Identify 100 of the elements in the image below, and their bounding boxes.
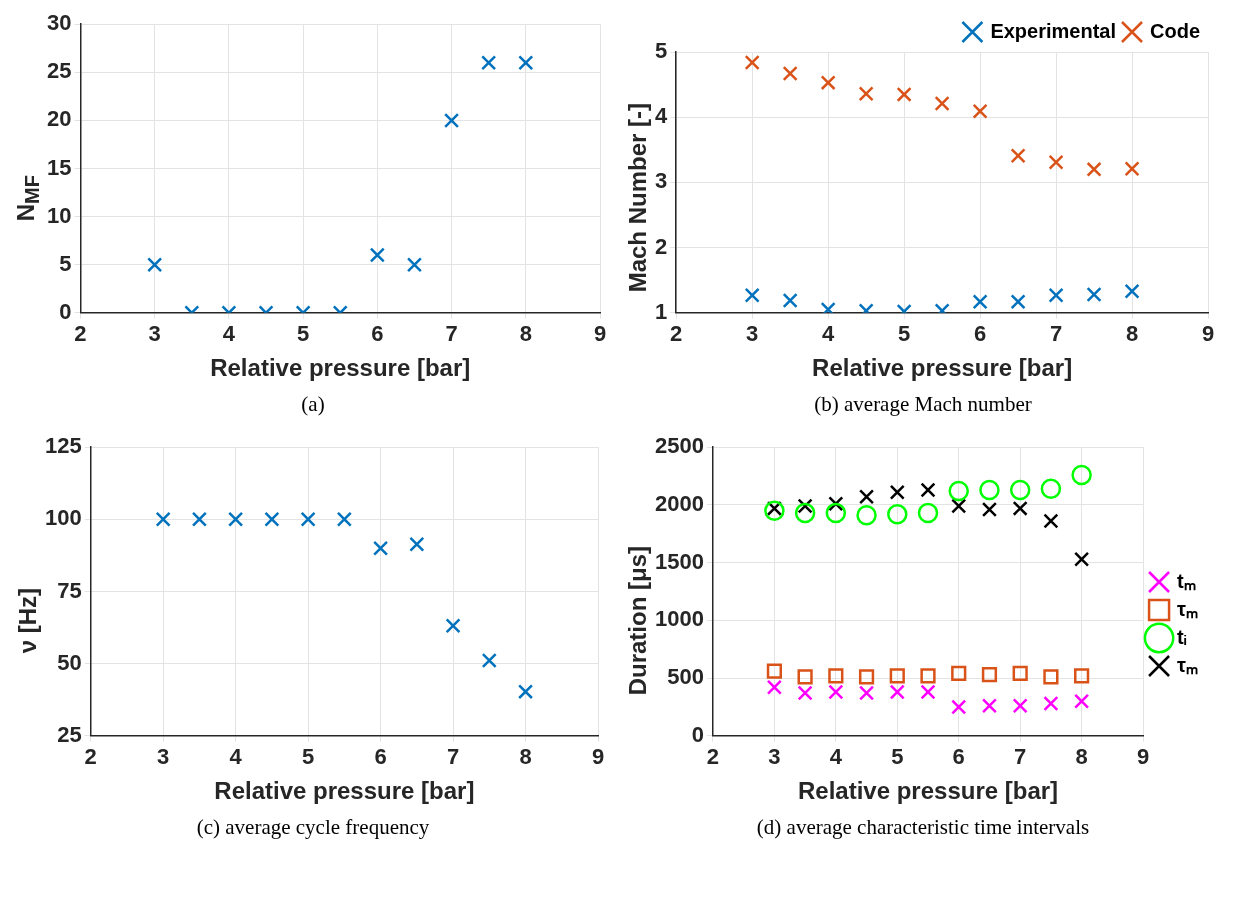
point bbox=[1086, 286, 1102, 303]
point bbox=[858, 669, 875, 685]
y-tick-label: 2000 bbox=[654, 490, 704, 516]
point bbox=[782, 292, 798, 309]
x-tick-label: 5 bbox=[296, 321, 310, 347]
x-tick-label: 8 bbox=[519, 744, 532, 770]
point bbox=[858, 489, 875, 505]
point bbox=[920, 684, 936, 700]
x-tick-label: 6 bbox=[952, 744, 965, 770]
point bbox=[1010, 294, 1026, 310]
point bbox=[1009, 479, 1031, 501]
point bbox=[1012, 500, 1028, 516]
point bbox=[155, 511, 171, 527]
point bbox=[1012, 665, 1028, 682]
point bbox=[1074, 693, 1090, 709]
x-tick-label: 7 bbox=[1049, 321, 1063, 347]
point bbox=[300, 511, 316, 527]
x-tick-label: 2 bbox=[706, 744, 720, 770]
y-tick-label: 25 bbox=[46, 58, 72, 84]
point bbox=[797, 669, 813, 685]
y-tick-label: 5 bbox=[654, 38, 668, 64]
y-tick-label: 0 bbox=[691, 721, 704, 747]
point bbox=[889, 484, 905, 500]
point bbox=[1124, 283, 1140, 299]
y-tick-label: 15 bbox=[46, 154, 72, 180]
point bbox=[797, 685, 813, 701]
x-tick-label: 5 bbox=[301, 744, 315, 770]
y-tick-label: 1 bbox=[654, 298, 668, 324]
point bbox=[981, 698, 998, 714]
point bbox=[820, 75, 836, 91]
x-tick-label: 8 bbox=[519, 321, 532, 347]
point bbox=[228, 511, 244, 527]
point bbox=[764, 500, 785, 521]
point bbox=[445, 618, 461, 634]
text: (d) average characteristic time intervals bbox=[756, 815, 1090, 840]
x-tick-label: 3 bbox=[157, 744, 170, 770]
text: (c) average cycle frequency bbox=[196, 815, 430, 840]
x-tick-label: 4 bbox=[229, 744, 243, 770]
y-tick-label: 3 bbox=[654, 168, 668, 194]
point bbox=[481, 652, 497, 669]
y-tick-label: 125 bbox=[44, 433, 82, 459]
x-tick-label: 6 bbox=[973, 321, 987, 347]
y-tick-label: 1500 bbox=[654, 548, 704, 574]
point bbox=[828, 684, 844, 700]
x-tick-label: 9 bbox=[591, 744, 605, 770]
point bbox=[951, 665, 967, 682]
legend-label: tᵢ bbox=[1177, 625, 1187, 648]
point bbox=[744, 54, 760, 71]
y-tick-label: 50 bbox=[57, 649, 82, 675]
x-tick-label: 8 bbox=[1125, 321, 1139, 347]
point bbox=[517, 684, 534, 700]
x-tick-label: 4 bbox=[822, 321, 836, 347]
y-tick-label: 1000 bbox=[654, 606, 704, 632]
x-axis-title: Relative pressure [bar] bbox=[214, 777, 475, 805]
x-tick-label: 6 bbox=[371, 321, 384, 347]
x-tick-label: 4 bbox=[829, 744, 843, 770]
point bbox=[972, 103, 988, 119]
y-tick-label: 75 bbox=[57, 577, 82, 603]
y-axis-title: ν [Hz] bbox=[14, 588, 42, 654]
point bbox=[856, 505, 877, 526]
point bbox=[1043, 695, 1059, 712]
point bbox=[1074, 551, 1090, 567]
point bbox=[372, 540, 389, 556]
y-tick-label: 4 bbox=[654, 103, 668, 129]
x-tick-label: 9 bbox=[1136, 744, 1150, 770]
point bbox=[1071, 464, 1092, 486]
point bbox=[1040, 478, 1062, 500]
x-tick-label: 3 bbox=[148, 321, 161, 347]
point bbox=[920, 668, 936, 684]
point bbox=[336, 511, 352, 527]
point bbox=[1043, 669, 1059, 685]
x-tick-label: 6 bbox=[374, 744, 387, 770]
point bbox=[744, 287, 760, 303]
x-tick-label: 8 bbox=[1075, 744, 1088, 770]
point bbox=[920, 482, 936, 498]
point bbox=[825, 502, 847, 524]
x-tick-label: 7 bbox=[446, 744, 460, 770]
legend-label: tₘ bbox=[1177, 569, 1196, 592]
point bbox=[981, 667, 998, 683]
x-tick-label: 5 bbox=[891, 744, 904, 770]
x-axis-title: Relative pressure [bar] bbox=[812, 354, 1073, 382]
point bbox=[981, 501, 998, 518]
point bbox=[766, 679, 782, 695]
point bbox=[948, 480, 969, 502]
point bbox=[1043, 513, 1059, 529]
text: (b) average Mach number bbox=[814, 392, 1032, 417]
x-tick-label: 3 bbox=[746, 321, 759, 347]
x-tick-label: 9 bbox=[1201, 321, 1215, 347]
y-tick-label: 20 bbox=[46, 106, 72, 132]
y-axis-title: Duration [μs] bbox=[624, 546, 652, 696]
point bbox=[889, 684, 905, 700]
point bbox=[951, 498, 967, 514]
x-axis-title: Relative pressure [bar] bbox=[797, 777, 1059, 805]
x-tick-label: 7 bbox=[445, 321, 458, 347]
point bbox=[264, 511, 280, 527]
point bbox=[858, 86, 874, 102]
point bbox=[480, 55, 497, 71]
legend-label: Code bbox=[1150, 19, 1200, 42]
point bbox=[1048, 154, 1064, 170]
point bbox=[1048, 287, 1064, 303]
